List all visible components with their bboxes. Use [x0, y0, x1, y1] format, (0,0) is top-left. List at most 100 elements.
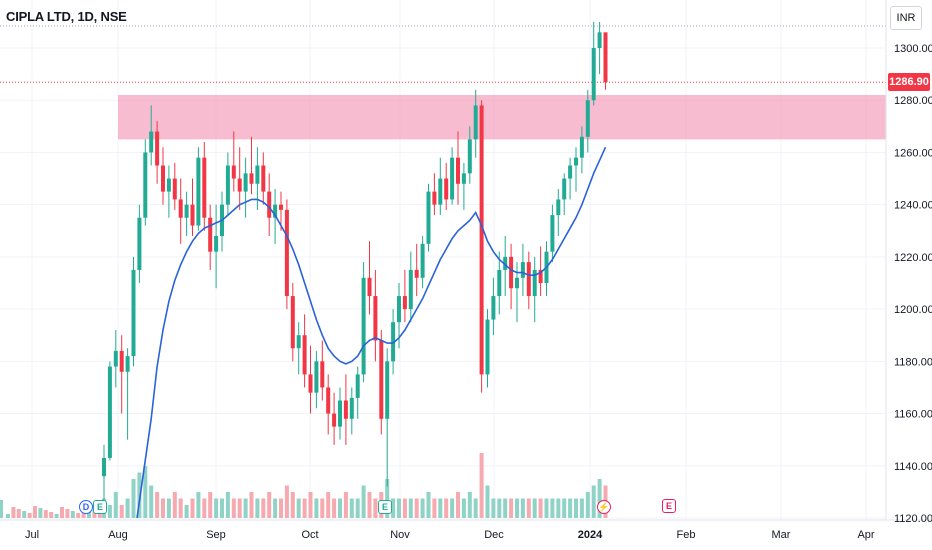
volume-bar — [545, 499, 549, 519]
volume-bar — [33, 506, 37, 518]
volume-bar — [255, 499, 259, 519]
candle-body — [102, 458, 106, 476]
candle-body — [586, 100, 590, 137]
volume-bar — [415, 499, 419, 519]
candle-body — [604, 32, 608, 82]
volume-bar — [65, 509, 69, 518]
candle-body — [556, 199, 560, 215]
currency-button[interactable]: INR — [890, 6, 922, 30]
candle-body — [450, 158, 454, 200]
candle-body — [132, 270, 136, 356]
time-tick-label: Apr — [857, 529, 874, 541]
candle-body — [427, 192, 431, 244]
volume-bar — [291, 492, 295, 518]
volume-bar — [185, 505, 189, 518]
candle-body — [397, 296, 401, 322]
volume-bar — [403, 499, 407, 519]
volume-bar — [527, 499, 531, 519]
candle-body — [279, 205, 283, 210]
volume-bar — [155, 492, 159, 518]
candle-body — [291, 296, 295, 348]
volume-bar — [297, 499, 301, 519]
volume-bar — [17, 509, 21, 518]
candle-body — [438, 179, 442, 205]
symbol-title[interactable]: CIPLA LTD, 1D, NSE — [6, 9, 127, 24]
volume-bar — [397, 499, 401, 519]
volume-bar — [208, 492, 212, 518]
volume-bar — [267, 492, 271, 518]
candle-body — [232, 166, 236, 179]
dividend-marker[interactable]: D — [79, 500, 93, 514]
volume-bar — [580, 499, 584, 519]
price-tick-label: 1160.00 — [894, 409, 932, 421]
candle-body — [108, 367, 112, 458]
volume-bar — [562, 499, 566, 519]
volume-bar — [149, 486, 153, 519]
candle-body — [208, 218, 212, 252]
volume-bar — [521, 499, 525, 519]
earnings_upcoming-marker[interactable]: E — [662, 499, 676, 513]
volume-bar — [468, 492, 472, 518]
volume-bar — [480, 453, 484, 518]
earnings-marker[interactable]: E — [93, 500, 107, 514]
candle-body — [238, 179, 242, 192]
volume-bar — [438, 499, 442, 519]
price-axis[interactable]: 1300.00 1280.00 1260.00 1240.00 1220.00 1200.… — [894, 43, 932, 525]
candle-body — [521, 262, 525, 278]
volume-bar — [533, 499, 537, 519]
volume-bar — [261, 499, 265, 519]
earnings-marker[interactable]: E — [378, 500, 392, 514]
time-tick-label: Oct — [301, 529, 318, 541]
volume-bar — [456, 492, 460, 518]
volume-bar — [350, 499, 354, 519]
volume-bar — [173, 492, 177, 518]
volume-bar — [191, 499, 195, 519]
candle-body — [120, 351, 124, 372]
candle-body — [350, 398, 354, 419]
candle-body — [255, 166, 259, 184]
volume-bar — [60, 507, 64, 518]
volume-bar — [368, 492, 372, 518]
time-tick-label: Aug — [108, 529, 128, 541]
candle-body — [196, 158, 200, 226]
candle-body — [486, 320, 490, 375]
volume-bar — [309, 492, 313, 518]
volume-bar — [38, 508, 42, 518]
candle-body — [527, 262, 531, 296]
volume-bar — [279, 499, 283, 519]
volume-bar — [344, 492, 348, 518]
candle-body — [267, 192, 271, 218]
volume-bar — [238, 499, 242, 519]
candle-body — [462, 173, 466, 183]
candle-body — [173, 179, 177, 200]
candle-body — [244, 173, 248, 191]
candle-body — [515, 278, 519, 288]
last-price-label: 1286.90 — [888, 73, 930, 91]
price-tick-label: 1240.00 — [894, 200, 932, 212]
candle-body — [574, 158, 578, 166]
candle-body — [261, 166, 265, 192]
candle-body — [161, 166, 165, 192]
supply-zone — [118, 95, 886, 139]
time-tick-label: 2024 — [578, 529, 603, 541]
candle-body — [326, 387, 330, 413]
volume-bar — [244, 499, 248, 519]
candle-body — [167, 179, 171, 192]
volume-bar — [71, 511, 75, 518]
grid-lines — [0, 0, 886, 520]
candle-body — [480, 105, 484, 374]
candle-body — [421, 244, 425, 278]
volume-bar — [326, 492, 330, 518]
volume-bar — [126, 499, 130, 519]
volume-bar — [0, 500, 3, 518]
time-tick-label: Feb — [677, 529, 696, 541]
volume-bar — [132, 479, 136, 518]
volume-bar — [332, 499, 336, 519]
time-axis[interactable]: Jul Aug Sep Oct Nov Dec 2024 Feb Mar Apr — [25, 529, 875, 541]
volume-bar — [497, 499, 501, 519]
volume-bar — [314, 499, 318, 519]
split-marker[interactable]: ⚡ — [597, 500, 611, 514]
volume-bar — [432, 499, 436, 519]
volume-bar — [273, 499, 277, 519]
